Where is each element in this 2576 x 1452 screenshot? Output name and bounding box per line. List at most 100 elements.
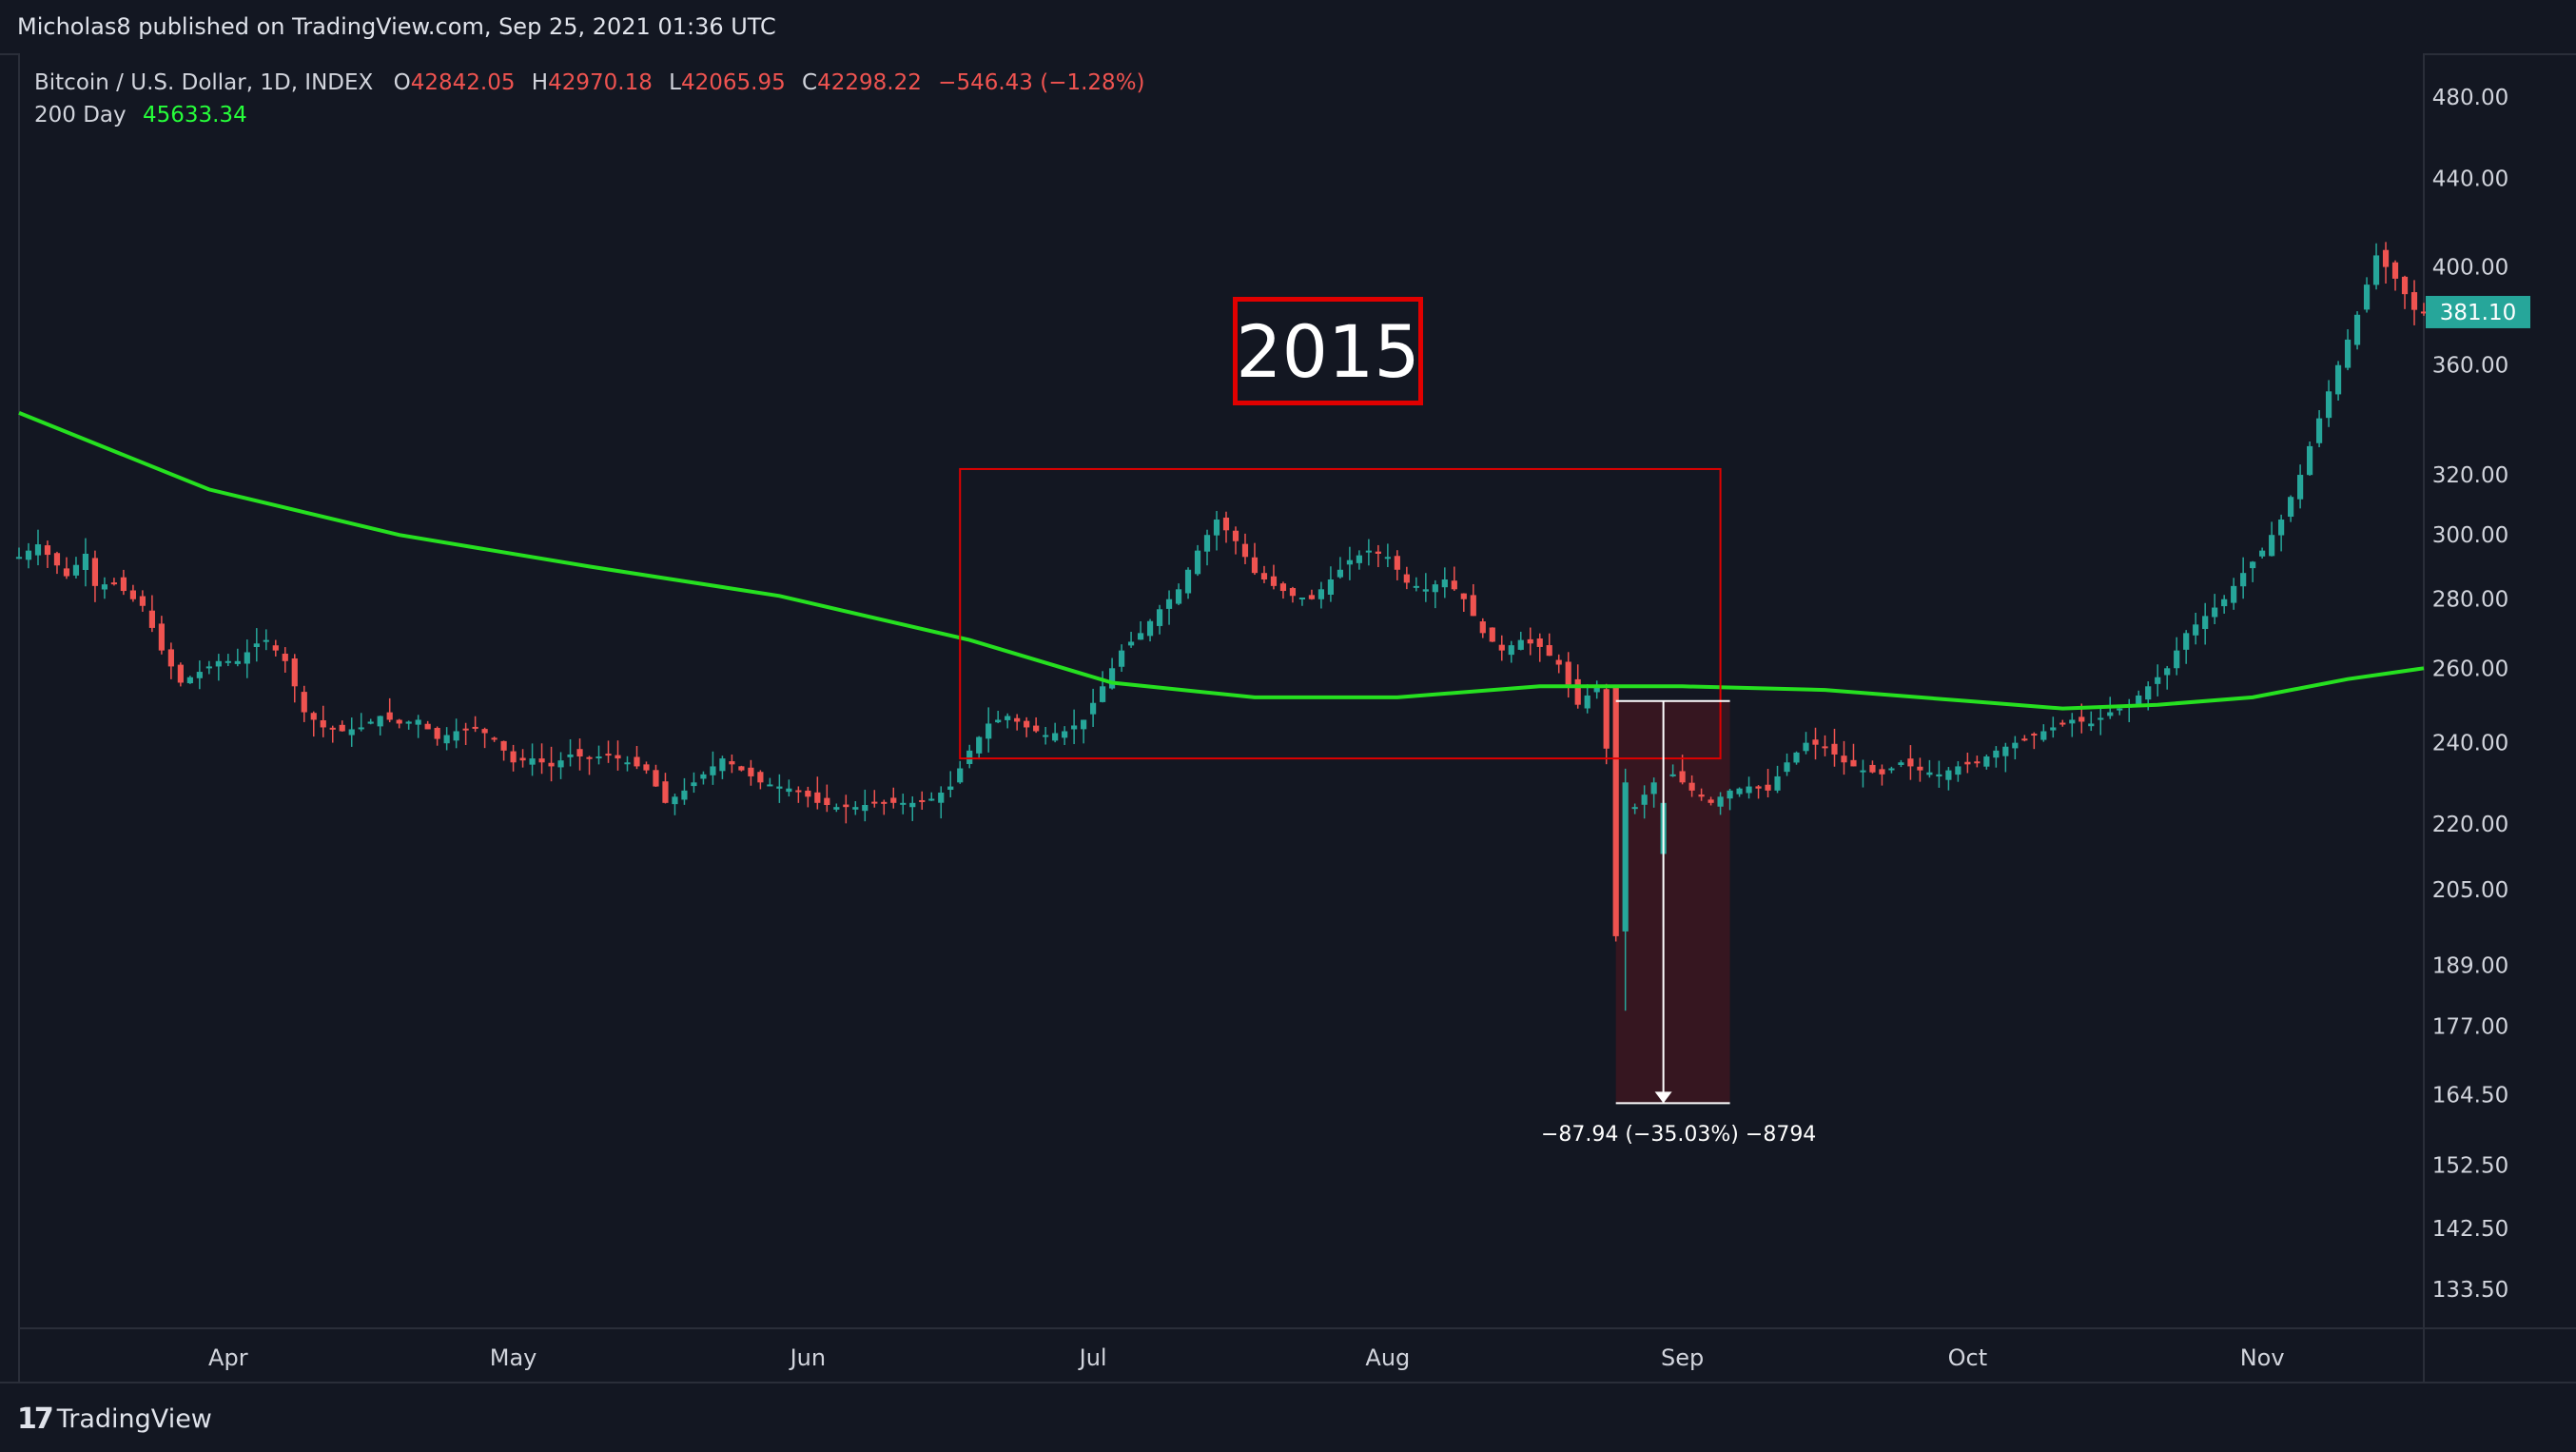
candle-body[interactable] <box>2325 391 2332 419</box>
candle-body[interactable] <box>1356 555 1362 563</box>
candle-body[interactable] <box>976 736 983 754</box>
candle-body[interactable] <box>995 719 1002 723</box>
candle-body[interactable] <box>1489 627 1495 642</box>
candle-body[interactable] <box>34 544 42 556</box>
candle-body[interactable] <box>2164 668 2171 676</box>
candle-body[interactable] <box>301 692 307 713</box>
candle-body[interactable] <box>1100 686 1106 702</box>
candle-body[interactable] <box>843 804 849 808</box>
candle-body[interactable] <box>224 660 231 663</box>
candle-body[interactable] <box>2012 742 2019 749</box>
candle-body[interactable] <box>1441 579 1448 588</box>
candle-body[interactable] <box>2240 573 2247 587</box>
candle-body[interactable] <box>1517 639 1524 650</box>
candle-body[interactable] <box>1260 573 1268 579</box>
candle-body[interactable] <box>1251 557 1259 574</box>
candle-body[interactable] <box>1993 750 2000 758</box>
candle-body[interactable] <box>234 660 241 664</box>
candle-body[interactable] <box>2401 276 2409 295</box>
candle-body[interactable] <box>2059 722 2066 725</box>
candle-body[interactable] <box>253 643 260 648</box>
candle-body[interactable] <box>1365 550 1372 553</box>
tradingview-brand[interactable]: 17 TradingView <box>17 1403 212 1436</box>
candle-body[interactable] <box>1289 588 1297 597</box>
candle-body[interactable] <box>396 719 402 724</box>
candle-body[interactable] <box>367 721 374 724</box>
candle-body[interactable] <box>1765 784 1771 791</box>
candle-body[interactable] <box>776 786 783 789</box>
candle-body[interactable] <box>1622 782 1629 932</box>
candle-body[interactable] <box>1603 689 1610 749</box>
candle-body[interactable] <box>63 568 70 577</box>
candle-body[interactable] <box>44 545 51 556</box>
candle-body[interactable] <box>1014 717 1021 722</box>
candle-body[interactable] <box>2202 616 2209 630</box>
candle-body[interactable] <box>2050 727 2057 731</box>
candle-body[interactable] <box>890 797 897 803</box>
candle-body[interactable] <box>1546 645 1552 657</box>
candle-body[interactable] <box>1917 766 1923 771</box>
candle-body[interactable] <box>1879 769 1885 775</box>
candle-body[interactable] <box>1945 770 1952 780</box>
candle-body[interactable] <box>272 645 279 651</box>
candle-body[interactable] <box>529 758 536 765</box>
candle-body[interactable] <box>1413 585 1419 588</box>
candle-body[interactable] <box>1679 771 1686 783</box>
candle-body[interactable] <box>710 766 716 775</box>
candle-body[interactable] <box>615 755 621 759</box>
candle-body[interactable] <box>1964 761 1971 765</box>
candle-body[interactable] <box>2259 550 2266 557</box>
candle-body[interactable] <box>1593 686 1600 693</box>
candle-body[interactable] <box>2420 311 2428 314</box>
candle-body[interactable] <box>215 660 222 667</box>
candle-body[interactable] <box>2372 255 2380 285</box>
candle-body[interactable] <box>2107 712 2114 716</box>
candle-body[interactable] <box>2278 520 2285 536</box>
consolidation-box[interactable] <box>959 467 1722 760</box>
candle-body[interactable] <box>966 750 973 764</box>
candle-body[interactable] <box>2088 723 2095 727</box>
candle-body[interactable] <box>814 792 821 803</box>
candle-body[interactable] <box>1127 641 1135 646</box>
candle-body[interactable] <box>1270 576 1278 586</box>
candle-body[interactable] <box>1793 752 1800 763</box>
candle-body[interactable] <box>405 721 412 724</box>
candle-body[interactable] <box>1156 609 1163 626</box>
candle-body[interactable] <box>1555 659 1562 665</box>
ma-200-line[interactable] <box>18 411 2425 711</box>
candle-body[interactable] <box>1346 559 1353 565</box>
candle-body[interactable] <box>653 770 659 787</box>
candle-body[interactable] <box>2069 719 2076 724</box>
candle-body[interactable] <box>1708 799 1714 803</box>
candle-body[interactable] <box>2078 716 2085 722</box>
candle-body[interactable] <box>2193 624 2199 636</box>
candle-body[interactable] <box>1308 595 1316 599</box>
candle-body[interactable] <box>1165 598 1173 609</box>
candle-body[interactable] <box>1451 580 1457 590</box>
candle-body[interactable] <box>1784 762 1790 773</box>
candle-body[interactable] <box>2031 734 2038 736</box>
candle-body[interactable] <box>1470 595 1476 617</box>
candle-body[interactable] <box>1479 621 1486 634</box>
candle-body[interactable] <box>2363 285 2371 310</box>
candle-body[interactable] <box>748 767 754 776</box>
candle-body[interactable] <box>453 731 459 741</box>
price-chart[interactable]: 133.50 142.50 152.50 164.50 177.00 189.00 205.… <box>0 0 2576 1382</box>
candle-body[interactable] <box>2212 607 2218 618</box>
candle-body[interactable] <box>1727 790 1733 799</box>
candle-body[interactable] <box>386 712 393 720</box>
candle-body[interactable] <box>738 766 745 771</box>
candle-body[interactable] <box>1203 535 1211 552</box>
candle-body[interactable] <box>605 754 612 756</box>
candle-body[interactable] <box>1584 695 1590 709</box>
candle-body[interactable] <box>595 756 602 759</box>
candle-body[interactable] <box>586 756 593 759</box>
candle-body[interactable] <box>2353 314 2361 345</box>
candle-body[interactable] <box>139 596 146 606</box>
candle-body[interactable] <box>2382 249 2390 267</box>
candle-body[interactable] <box>795 790 802 793</box>
candle-body[interactable] <box>129 590 137 599</box>
candle-body[interactable] <box>1955 766 1961 775</box>
candle-body[interactable] <box>548 762 555 767</box>
candle-body[interactable] <box>2288 497 2294 518</box>
